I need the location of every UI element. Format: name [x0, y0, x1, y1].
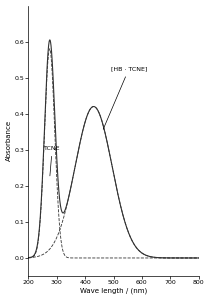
Y-axis label: Absorbance: Absorbance — [5, 120, 12, 161]
X-axis label: Wave length / (nm): Wave length / (nm) — [80, 288, 147, 294]
Text: TCNE: TCNE — [44, 146, 60, 176]
Text: [HB · TCNE]: [HB · TCNE] — [103, 67, 147, 129]
